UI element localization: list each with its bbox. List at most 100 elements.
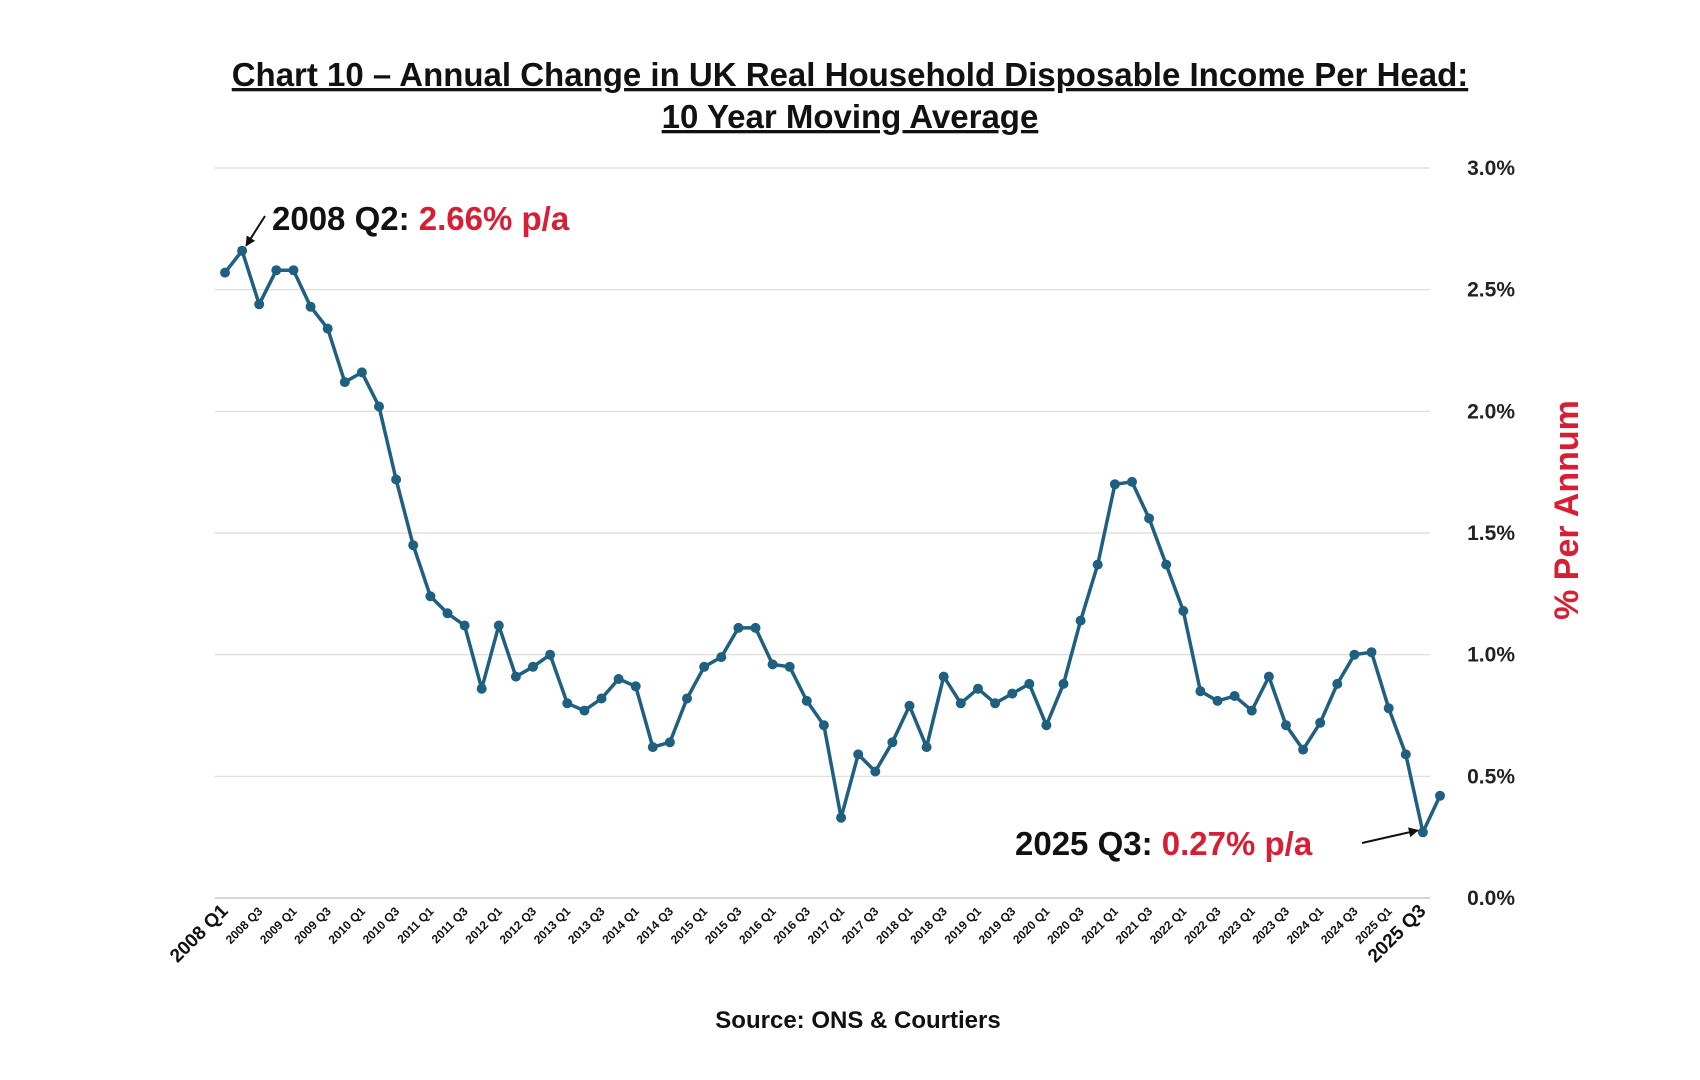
annotations: 2008 Q2: 2.66% p/a 2025 Q3: 0.27% p/a	[245, 200, 1419, 862]
data-point	[1007, 688, 1018, 699]
x-tick-label: 2019 Q3	[976, 904, 1019, 947]
data-point	[1349, 649, 1360, 660]
x-tick-label: 2014 Q1	[599, 904, 642, 947]
x-tick-label: 2021 Q3	[1113, 904, 1156, 947]
y-axis-label: % Per Annum	[1548, 400, 1586, 620]
data-point	[1332, 678, 1343, 689]
data-point	[750, 622, 761, 633]
data-point	[254, 299, 265, 310]
data-point	[1435, 790, 1445, 801]
data-point	[887, 737, 898, 748]
data-point	[784, 661, 795, 672]
y-axis-ticks: 0.0% 0.5% 1.0% 1.5% 2.0% 2.5% 3.0%	[1467, 157, 1515, 910]
data-point	[973, 683, 983, 694]
annotation-peak-arrow	[245, 215, 266, 247]
data-point	[1212, 695, 1223, 706]
x-tick-label: 2020 Q3	[1044, 904, 1087, 947]
data-point	[904, 700, 915, 711]
y-tick-label: 2.5%	[1467, 279, 1515, 302]
data-point	[1246, 705, 1257, 716]
chart-title-line1: Chart 10 – Annual Change in UK Real Hous…	[232, 56, 1469, 93]
x-tick-label: 2014 Q3	[634, 904, 677, 947]
data-point	[1229, 691, 1240, 701]
data-point	[339, 377, 350, 388]
data-point	[1178, 605, 1189, 616]
data-point	[1024, 678, 1035, 689]
source-note: Source: ONS & Courtiers	[715, 1007, 1000, 1034]
x-tick-label: 2013 Q3	[565, 904, 608, 947]
data-point	[288, 265, 299, 276]
data-point	[853, 749, 864, 760]
data-point	[1127, 476, 1137, 487]
data-point	[356, 367, 367, 378]
data-point	[1263, 671, 1274, 682]
data-point	[921, 742, 932, 753]
x-tick-label: 2023 Q1	[1215, 904, 1258, 947]
data-point	[1383, 703, 1394, 714]
data-point	[699, 661, 710, 672]
data-point	[528, 661, 538, 672]
data-point	[391, 474, 402, 485]
x-tick-label: 2008 Q1	[166, 900, 233, 967]
x-tick-label: 2012 Q3	[497, 904, 540, 947]
data-point	[955, 698, 966, 709]
x-tick-label: 2018 Q3	[907, 904, 950, 947]
y-tick-label: 3.0%	[1467, 157, 1515, 180]
data-point	[1161, 559, 1172, 570]
annotation-peak: 2008 Q2: 2.66% p/a	[272, 200, 570, 237]
y-tick-label: 0.5%	[1467, 765, 1515, 788]
x-tick-label: 2019 Q1	[942, 904, 985, 947]
x-tick-label: 2017 Q1	[805, 904, 848, 947]
data-point	[1315, 717, 1326, 728]
data-point	[408, 540, 419, 551]
x-tick-label: 2008 Q3	[223, 904, 266, 947]
y-tick-label: 0.0%	[1467, 887, 1515, 910]
data-point	[1144, 513, 1155, 524]
data-point	[1281, 720, 1291, 731]
x-tick-label: 2010 Q3	[360, 904, 403, 947]
data-point	[1058, 678, 1069, 689]
data-point	[767, 659, 778, 670]
data-point	[870, 766, 881, 777]
data-point	[425, 591, 436, 602]
x-tick-label: 2009 Q1	[257, 904, 300, 947]
data-point	[596, 693, 607, 704]
data-point	[579, 705, 590, 716]
x-tick-label: 2015 Q1	[668, 904, 711, 947]
data-point	[322, 323, 333, 334]
data-point	[237, 245, 248, 256]
x-tick-label: 2020 Q1	[1010, 904, 1053, 947]
data-point	[818, 720, 829, 731]
x-tick-label: 2024 Q1	[1284, 904, 1327, 947]
gridlines	[215, 167, 1430, 899]
data-point	[716, 652, 727, 663]
data-point	[1366, 647, 1377, 658]
x-tick-label: 2017 Q3	[839, 904, 882, 947]
x-tick-label: 2022 Q3	[1181, 904, 1224, 947]
annotation-latest-value: 0.27% p/a	[1162, 825, 1313, 862]
data-point	[836, 812, 847, 823]
data-point	[1092, 559, 1103, 570]
annotation-peak-label: 2008 Q2:	[272, 200, 419, 237]
x-tick-label: 2016 Q3	[770, 904, 813, 947]
y-tick-label: 2.0%	[1467, 400, 1515, 423]
chart-title-line2: 10 Year Moving Average	[662, 98, 1039, 135]
y-tick-label: 1.5%	[1467, 522, 1515, 545]
x-tick-label: 2021 Q1	[1079, 904, 1122, 947]
series-line	[223, 248, 1442, 835]
data-point	[493, 620, 504, 631]
data-point	[1298, 744, 1309, 755]
data-point	[801, 695, 812, 706]
data-point	[305, 301, 316, 312]
y-tick-label: 1.0%	[1467, 644, 1515, 667]
data-point	[1041, 720, 1052, 731]
annotation-peak-value: 2.66% p/a	[419, 200, 570, 237]
x-tick-label: 2013 Q1	[531, 904, 574, 947]
x-tick-label: 2023 Q3	[1250, 904, 1293, 947]
annotation-latest-label: 2025 Q3:	[1015, 825, 1162, 862]
x-tick-label: 2016 Q1	[736, 904, 779, 947]
data-point	[220, 267, 230, 278]
x-tick-label: 2009 Q3	[291, 904, 334, 947]
